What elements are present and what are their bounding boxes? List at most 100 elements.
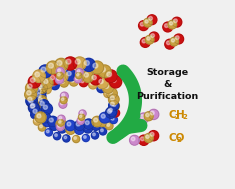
Circle shape xyxy=(106,107,116,118)
Circle shape xyxy=(57,60,62,66)
Circle shape xyxy=(32,112,35,115)
Circle shape xyxy=(174,19,177,23)
Circle shape xyxy=(140,115,144,119)
Circle shape xyxy=(43,85,51,94)
Circle shape xyxy=(39,114,42,118)
Circle shape xyxy=(46,130,49,133)
Circle shape xyxy=(27,97,38,108)
Circle shape xyxy=(35,109,39,113)
Circle shape xyxy=(38,92,41,95)
Circle shape xyxy=(81,79,84,83)
Circle shape xyxy=(57,77,60,80)
Circle shape xyxy=(31,100,41,111)
Circle shape xyxy=(140,22,144,26)
Circle shape xyxy=(90,74,102,85)
Circle shape xyxy=(45,129,52,136)
Circle shape xyxy=(166,41,170,45)
Circle shape xyxy=(79,115,82,118)
Circle shape xyxy=(139,113,149,123)
Circle shape xyxy=(111,117,114,120)
Circle shape xyxy=(76,122,80,126)
Circle shape xyxy=(57,124,67,133)
Circle shape xyxy=(38,97,42,101)
Circle shape xyxy=(80,111,83,114)
Circle shape xyxy=(78,119,81,121)
Circle shape xyxy=(145,35,154,44)
Circle shape xyxy=(35,90,39,94)
Circle shape xyxy=(77,70,80,72)
Circle shape xyxy=(51,81,59,90)
Circle shape xyxy=(61,80,64,83)
Circle shape xyxy=(41,67,46,72)
Circle shape xyxy=(111,102,119,110)
Circle shape xyxy=(110,96,114,100)
Circle shape xyxy=(30,78,35,82)
Circle shape xyxy=(145,20,148,23)
Circle shape xyxy=(40,112,51,123)
Circle shape xyxy=(42,114,46,118)
Circle shape xyxy=(65,120,75,131)
Circle shape xyxy=(77,74,79,76)
Circle shape xyxy=(150,111,154,115)
Circle shape xyxy=(69,77,78,86)
Circle shape xyxy=(49,121,59,130)
Circle shape xyxy=(98,86,102,89)
Circle shape xyxy=(56,71,68,82)
Circle shape xyxy=(99,119,103,122)
Circle shape xyxy=(83,124,93,133)
Circle shape xyxy=(47,116,58,127)
Circle shape xyxy=(164,24,168,27)
Circle shape xyxy=(93,63,98,68)
Text: C: C xyxy=(168,110,176,120)
Circle shape xyxy=(102,82,114,93)
Circle shape xyxy=(99,112,110,123)
Circle shape xyxy=(48,74,60,85)
Circle shape xyxy=(61,98,64,101)
Circle shape xyxy=(168,20,177,29)
Circle shape xyxy=(139,21,149,31)
Circle shape xyxy=(58,115,65,123)
Circle shape xyxy=(92,75,96,80)
Circle shape xyxy=(33,106,43,116)
Circle shape xyxy=(94,118,98,122)
Circle shape xyxy=(59,121,61,123)
Circle shape xyxy=(149,32,159,42)
Circle shape xyxy=(74,120,85,131)
Circle shape xyxy=(169,22,173,25)
Circle shape xyxy=(76,127,80,130)
Circle shape xyxy=(31,104,35,108)
Circle shape xyxy=(150,132,154,136)
Circle shape xyxy=(29,102,40,113)
Circle shape xyxy=(104,84,109,88)
Circle shape xyxy=(92,116,102,127)
Circle shape xyxy=(163,22,173,32)
Circle shape xyxy=(42,75,52,86)
Circle shape xyxy=(129,112,140,124)
Circle shape xyxy=(65,69,76,81)
Circle shape xyxy=(73,136,80,143)
Circle shape xyxy=(34,107,44,118)
Circle shape xyxy=(105,70,117,82)
Circle shape xyxy=(93,133,95,136)
Circle shape xyxy=(26,95,37,107)
Circle shape xyxy=(77,117,84,124)
Circle shape xyxy=(58,119,64,126)
Circle shape xyxy=(67,127,71,130)
Circle shape xyxy=(60,102,63,105)
Circle shape xyxy=(31,94,41,105)
Circle shape xyxy=(29,94,33,98)
Circle shape xyxy=(73,57,86,70)
Text: 2: 2 xyxy=(182,114,187,120)
Circle shape xyxy=(97,77,108,89)
Circle shape xyxy=(44,119,48,122)
Circle shape xyxy=(42,77,53,89)
Circle shape xyxy=(109,100,119,111)
Circle shape xyxy=(84,136,86,138)
Circle shape xyxy=(110,97,113,100)
Circle shape xyxy=(147,37,150,40)
Text: CO: CO xyxy=(168,133,185,143)
Text: Storage: Storage xyxy=(147,68,189,77)
Circle shape xyxy=(110,76,122,88)
Circle shape xyxy=(37,114,41,118)
Circle shape xyxy=(109,108,112,112)
